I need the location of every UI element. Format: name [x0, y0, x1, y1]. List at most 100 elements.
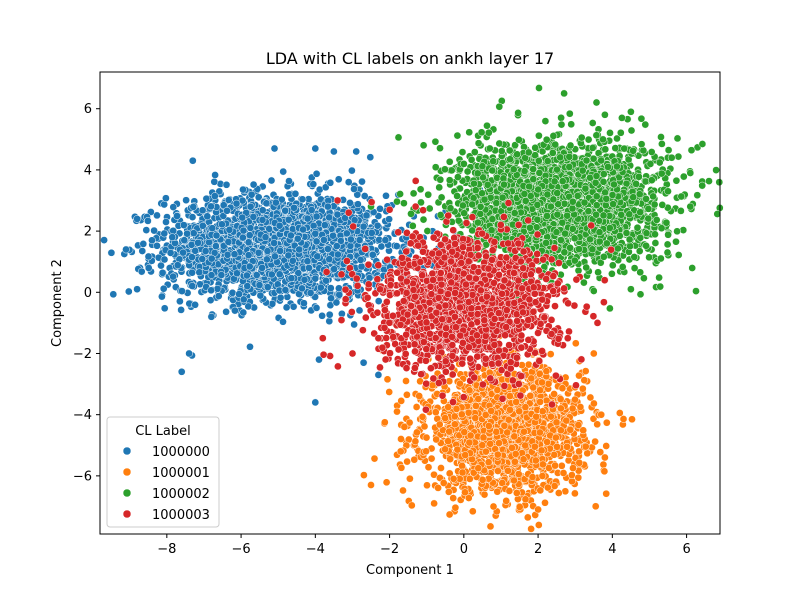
data-point [474, 395, 483, 403]
data-point [212, 242, 220, 250]
data-point [356, 256, 365, 264]
data-point [569, 464, 577, 472]
data-point [207, 254, 216, 263]
data-point [397, 463, 406, 472]
data-point [346, 199, 354, 207]
data-point [484, 458, 493, 467]
data-point [312, 212, 321, 221]
data-point [366, 153, 375, 162]
data-point [393, 407, 401, 416]
data-point [478, 475, 487, 484]
data-point [396, 190, 404, 198]
data-point [231, 306, 239, 315]
data-point [325, 317, 334, 326]
data-point [148, 236, 156, 245]
data-point [325, 255, 334, 264]
data-point [287, 274, 296, 283]
data-point [423, 481, 431, 490]
data-point [122, 245, 130, 254]
data-point [542, 367, 551, 376]
data-point [484, 422, 493, 430]
data-point [293, 234, 302, 243]
data-point [385, 215, 393, 224]
data-point [579, 426, 588, 435]
data-point [360, 192, 369, 200]
data-point [258, 206, 267, 215]
data-point [434, 484, 442, 492]
data-point [359, 222, 368, 231]
data-point [311, 144, 320, 153]
data-point [403, 457, 411, 466]
data-point [303, 214, 312, 223]
data-point [521, 403, 530, 412]
data-point [285, 177, 293, 185]
data-point [214, 292, 223, 300]
data-point [600, 467, 609, 476]
data-point [450, 412, 459, 421]
data-point [444, 437, 452, 446]
data-point [235, 290, 243, 298]
data-point [552, 418, 561, 427]
data-point [287, 231, 295, 240]
data-point [202, 194, 211, 203]
data-point [403, 390, 411, 399]
data-point [267, 270, 276, 279]
data-point [160, 229, 169, 238]
data-point [368, 250, 377, 259]
data-point [547, 412, 555, 421]
data-point [431, 408, 440, 417]
data-point [544, 483, 552, 492]
data-point [500, 421, 509, 430]
data-point [320, 221, 329, 229]
data-point [228, 288, 237, 297]
data-point [512, 398, 520, 406]
data-point [415, 392, 424, 400]
data-point [246, 224, 255, 232]
data-point [249, 180, 258, 189]
data-point [109, 290, 118, 299]
data-point [430, 499, 438, 508]
data-point [201, 247, 210, 255]
data-point [311, 274, 320, 283]
data-point [461, 451, 470, 459]
data-point [223, 250, 232, 259]
data-point [279, 167, 288, 176]
data-point [452, 405, 461, 413]
data-point [158, 268, 167, 277]
data-point [217, 271, 226, 279]
data-point [312, 304, 321, 312]
data-point [150, 226, 158, 235]
data-point [177, 367, 186, 376]
data-point [563, 442, 571, 451]
data-point [521, 441, 530, 450]
data-point [329, 231, 337, 240]
data-point [568, 404, 577, 413]
data-point [526, 391, 535, 400]
data-point [571, 339, 580, 348]
data-point [546, 350, 555, 358]
data-point [511, 457, 519, 466]
data-point [502, 497, 511, 505]
points-layer [100, 84, 724, 533]
data-point [615, 409, 624, 417]
data-point [276, 293, 285, 302]
data-point [179, 221, 188, 229]
data-point [159, 284, 168, 293]
data-point [504, 466, 512, 475]
data-point [538, 407, 547, 416]
data-point [312, 169, 321, 178]
data-point [534, 505, 542, 514]
data-point [427, 454, 436, 463]
data-point [355, 306, 364, 315]
data-point [254, 248, 263, 257]
data-point [222, 180, 231, 189]
data-point [188, 213, 197, 221]
data-point [153, 211, 161, 220]
data-point [418, 412, 427, 421]
data-point [359, 358, 368, 367]
data-point [589, 349, 598, 358]
data-point [575, 447, 583, 456]
data-point [270, 239, 278, 247]
data-point [158, 292, 166, 301]
data-point [458, 468, 467, 477]
